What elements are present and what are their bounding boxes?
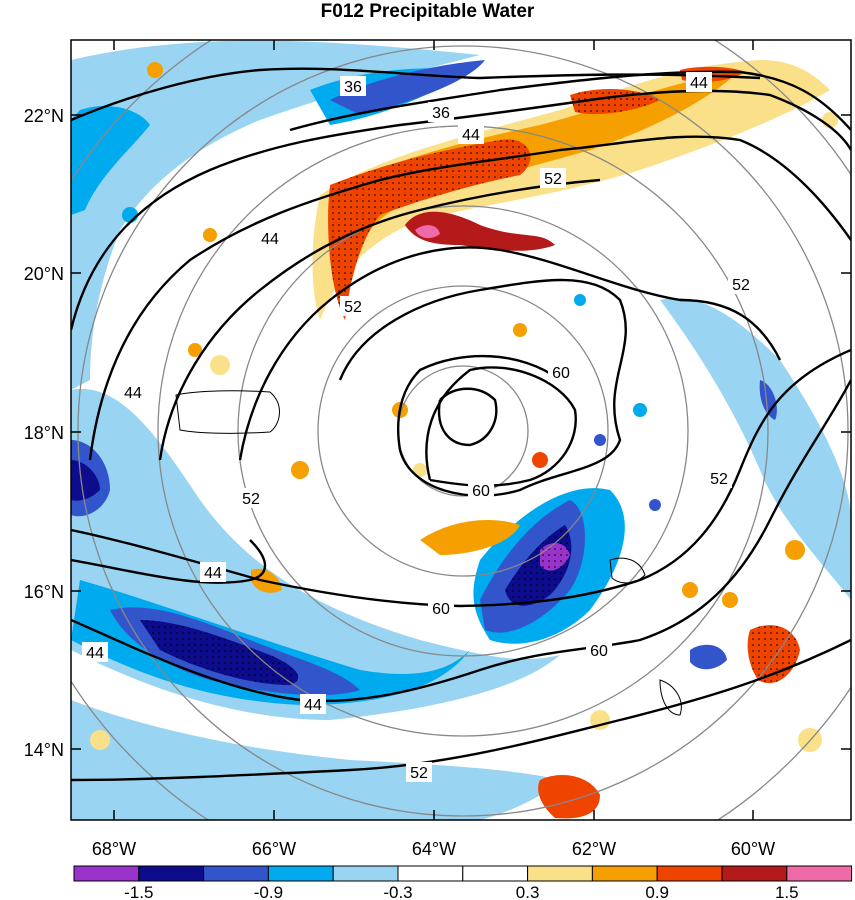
contour-label: 52 [710, 471, 728, 488]
lat-label: 20°N [24, 264, 64, 284]
lon-label: 60°W [731, 839, 775, 859]
colorbar-tick-label: 0.9 [645, 883, 669, 900]
contour-label: 52 [410, 765, 428, 782]
contour-label: 36 [432, 105, 450, 122]
axis-ticks [71, 40, 851, 820]
contour-label: 60 [472, 483, 490, 500]
lat-label: 16°N [24, 582, 64, 602]
contour-label: 60 [432, 601, 450, 618]
colorbar-tick-label: 1.5 [775, 883, 799, 900]
colorbar-swatch [786, 865, 853, 882]
contour-label: 52 [732, 277, 750, 294]
map-title: F012 Precipitable Water [320, 1, 535, 22]
contour-label: 52 [544, 171, 562, 188]
contour-label: 36 [344, 79, 362, 96]
colorbar-tick-label: -0.3 [383, 883, 412, 900]
pw-contours [71, 67, 851, 782]
colorbar-swatch [203, 865, 269, 882]
lon-label: 64°W [412, 839, 456, 859]
contour-label: 44 [124, 385, 142, 402]
contour-label: 52 [242, 491, 260, 508]
colorbar-swatch [332, 865, 399, 882]
lat-label: 22°N [24, 106, 64, 126]
colorbar-swatch [267, 865, 334, 882]
contour-label: 44 [204, 565, 222, 582]
contour-label: 44 [86, 645, 104, 662]
colorbar-swatch [462, 865, 529, 882]
colorbar [73, 865, 853, 882]
colorbar-tick-label: 0.3 [516, 883, 540, 900]
lon-label: 66°W [252, 839, 296, 859]
contour-label: 52 [344, 299, 362, 316]
contour-label: 44 [304, 697, 322, 714]
lon-label: 62°W [572, 839, 616, 859]
colorbar-swatch [527, 865, 593, 882]
contour-label: 44 [261, 231, 279, 248]
lat-label: 18°N [24, 423, 64, 443]
contour-label-group: 36 36 44 44 44 44 44 44 44 52 52 52 52 [82, 72, 754, 782]
colorbar-tick-label: -0.9 [254, 883, 283, 900]
lon-label: 68°W [92, 839, 136, 859]
colorbar-tick-label: -1.5 [124, 883, 153, 900]
thin-contours [175, 390, 682, 716]
contour-label: 60 [590, 643, 608, 660]
contour-label: 60 [552, 365, 570, 382]
colorbar-swatch [721, 865, 788, 882]
colorbar-swatch [591, 865, 658, 882]
colorbar-swatch [73, 865, 140, 882]
contour-label: 44 [690, 75, 708, 92]
contour-label: 44 [462, 127, 480, 144]
map-frame [70, 39, 852, 821]
colorbar-swatch [656, 865, 723, 882]
colorbar-swatch [138, 865, 205, 882]
lat-label: 14°N [24, 740, 64, 760]
colorbar-swatch [397, 865, 464, 882]
